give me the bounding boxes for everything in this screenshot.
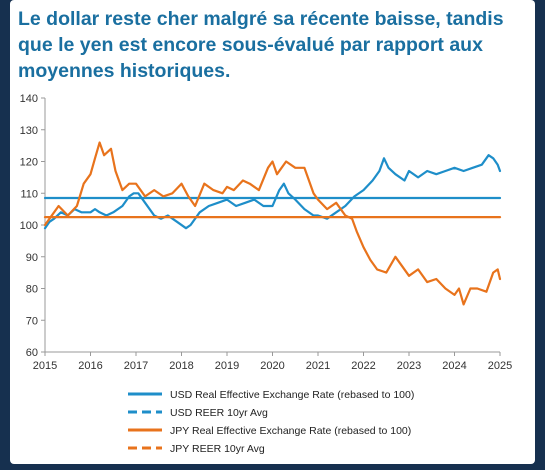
y-tick-label: 90 — [26, 252, 38, 264]
y-tick-label: 60 — [26, 347, 38, 359]
legend-label-usd-real-effective-exchange-rate-rebased-to-100: USD Real Effective Exchange Rate (rebase… — [170, 389, 414, 401]
chart-card — [10, 0, 535, 464]
y-tick-label: 110 — [20, 188, 38, 200]
x-tick-label: 2022 — [351, 360, 375, 372]
y-tick-label: 80 — [26, 284, 38, 296]
y-tick-label: 140 — [20, 93, 38, 105]
legend-label-jpy-real-effective-exchange-rate-rebased-to-100: JPY Real Effective Exchange Rate (rebase… — [170, 425, 411, 437]
x-tick-label: 2023 — [397, 360, 421, 372]
legend-label-usd-reer-10yr-avg: USD REER 10yr Avg — [170, 407, 268, 419]
x-tick-label: 2019 — [215, 360, 239, 372]
series-line-jpy-real-effective-exchange-rate-rebased-to-100 — [43, 141, 502, 306]
y-tick-label: 130 — [20, 125, 38, 137]
x-tick-label: 2017 — [124, 360, 148, 372]
legend-label-jpy-reer-10yr-avg: JPY REER 10yr Avg — [170, 443, 265, 455]
x-tick-label: 2015 — [33, 360, 57, 372]
x-tick-label: 2016 — [78, 360, 102, 372]
x-tick-label: 2021 — [306, 360, 330, 372]
x-tick-label: 2024 — [442, 360, 466, 372]
x-tick-label: 2025 — [488, 360, 512, 372]
series-line-usd-real-effective-exchange-rate-rebased-to-100 — [43, 154, 502, 230]
y-tick-label: 70 — [26, 315, 38, 327]
x-tick-label: 2020 — [260, 360, 284, 372]
x-tick-label: 2018 — [169, 360, 193, 372]
chart-title: Le dollar reste cher malgré sa récente b… — [18, 8, 504, 82]
y-tick-label: 100 — [20, 220, 38, 232]
y-tick-label: 120 — [20, 157, 38, 169]
